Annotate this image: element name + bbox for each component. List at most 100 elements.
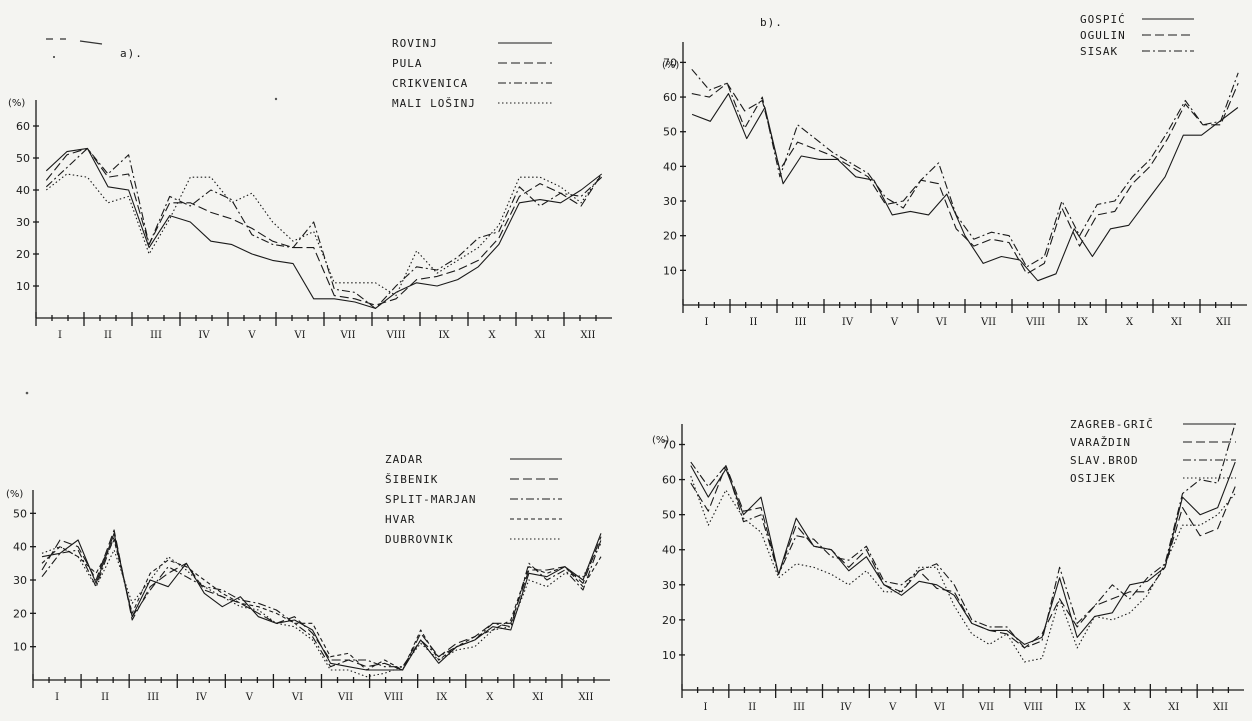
x-tick-label: I [58, 330, 62, 341]
legend-label: CRIKVENICA [392, 77, 468, 90]
x-tick-label: I [55, 692, 59, 703]
y-tick-label: 60 [16, 120, 30, 133]
y-tick-label: 70 [663, 56, 677, 69]
y-tick-label: 50 [663, 126, 677, 139]
legend-label: SISAK [1080, 45, 1118, 58]
pencil-mark-decoration [46, 38, 103, 45]
x-tick-label: I [703, 702, 707, 713]
x-tick-label: XI [534, 330, 545, 341]
y-tick-label: 10 [662, 649, 676, 662]
x-tick-label: V [888, 702, 897, 713]
series-line-crikvenica [45, 147, 603, 309]
y-tick-label: 10 [16, 280, 30, 293]
legend-label: DUBROVNIK [385, 533, 454, 546]
x-tick-label: VI [291, 692, 303, 703]
x-tick-label: IV [198, 330, 210, 341]
y-tick-label: 50 [13, 507, 27, 520]
x-tick-label: VI [933, 702, 945, 713]
y-tick-label: 30 [16, 216, 30, 229]
series-line-osijek [690, 475, 1236, 663]
x-tick-label: IX [1077, 317, 1089, 328]
pencil-dot-decoration [53, 56, 55, 58]
x-tick-label: XII [1216, 317, 1231, 328]
y-tick-label: 40 [16, 184, 30, 197]
x-tick-label: III [147, 692, 159, 703]
y-tick-label: 30 [663, 195, 677, 208]
x-tick-label: XI [1168, 702, 1179, 713]
series-line-mali-lo-inj [45, 173, 603, 297]
x-tick-label: III [793, 702, 805, 713]
series-line-split-marjan [41, 536, 602, 668]
y-axis-unit-label: (%) [8, 98, 25, 109]
y-tick-label: 20 [662, 614, 676, 627]
series-line--ibenik [41, 529, 602, 671]
y-tick-label: 20 [663, 230, 677, 243]
y-tick-label: 20 [16, 248, 30, 261]
series-line-hvar [41, 539, 602, 671]
y-tick-label: 70 [662, 439, 676, 452]
x-tick-label: VIII [385, 330, 405, 341]
series-line-rovinj [45, 147, 603, 309]
x-tick-label: VII [978, 702, 994, 713]
x-tick-label: IX [1075, 702, 1087, 713]
x-tick-label: X [1126, 317, 1134, 328]
x-tick-label: IX [438, 330, 450, 341]
speck-decoration [25, 391, 29, 395]
x-tick-label: XII [580, 330, 595, 341]
x-tick-label: XII [1213, 702, 1228, 713]
y-tick-label: 60 [662, 474, 676, 487]
legend-label: ŠIBENIK [385, 473, 438, 486]
x-tick-label: X [486, 692, 494, 703]
x-tick-label: VII [980, 317, 996, 328]
legend-label: PULA [392, 57, 423, 70]
legend-label: SPLIT-MARJAN [385, 493, 476, 506]
x-tick-label: XII [578, 692, 593, 703]
legend-label: MALI LOŠINJ [392, 97, 476, 110]
x-tick-label: III [150, 330, 162, 341]
x-tick-label: X [1123, 702, 1131, 713]
y-axis-unit-label: (%) [662, 60, 679, 71]
panel-label: b). [760, 16, 783, 29]
y-tick-label: 30 [662, 579, 676, 592]
y-tick-label: 60 [663, 91, 677, 104]
legend-label: SLAV.BROD [1070, 454, 1139, 467]
x-tick-label: VIII [383, 692, 403, 703]
x-tick-label: V [247, 330, 256, 341]
x-tick-label: II [748, 702, 756, 713]
series-line-vara-din [690, 465, 1236, 649]
x-tick-label: IX [436, 692, 448, 703]
legend-label: HVAR [385, 513, 416, 526]
series-line-ogulin [691, 82, 1239, 275]
legend-label: ZADAR [385, 453, 423, 466]
y-tick-label: 50 [662, 509, 676, 522]
x-tick-label: VI [293, 330, 305, 341]
x-tick-label: IV [842, 317, 854, 328]
panel-label: a). [120, 47, 143, 60]
y-tick-label: 20 [13, 607, 27, 620]
legend-label: OGULIN [1080, 29, 1126, 42]
x-tick-label: VII [339, 330, 355, 341]
y-tick-label: 10 [13, 641, 27, 654]
x-tick-label: V [890, 317, 899, 328]
x-tick-label: VIII [1025, 317, 1045, 328]
series-line-dubrovnik [41, 543, 602, 678]
legend-label: VARAŽDIN [1070, 436, 1131, 449]
series-line-gospi- [691, 93, 1239, 282]
series-line-zadar [41, 532, 602, 671]
x-tick-label: V [245, 692, 254, 703]
x-tick-label: XI [532, 692, 543, 703]
x-tick-label: VI [935, 317, 947, 328]
y-axis-unit-label: (%) [652, 435, 669, 446]
y-tick-label: 30 [13, 574, 27, 587]
y-tick-label: 40 [662, 544, 676, 557]
x-tick-label: III [795, 317, 807, 328]
legend-label: OSIJEK [1070, 472, 1116, 485]
x-tick-label: II [750, 317, 758, 328]
speck-decoration [274, 97, 278, 101]
x-tick-label: II [104, 330, 112, 341]
series-line-pula [45, 147, 603, 306]
